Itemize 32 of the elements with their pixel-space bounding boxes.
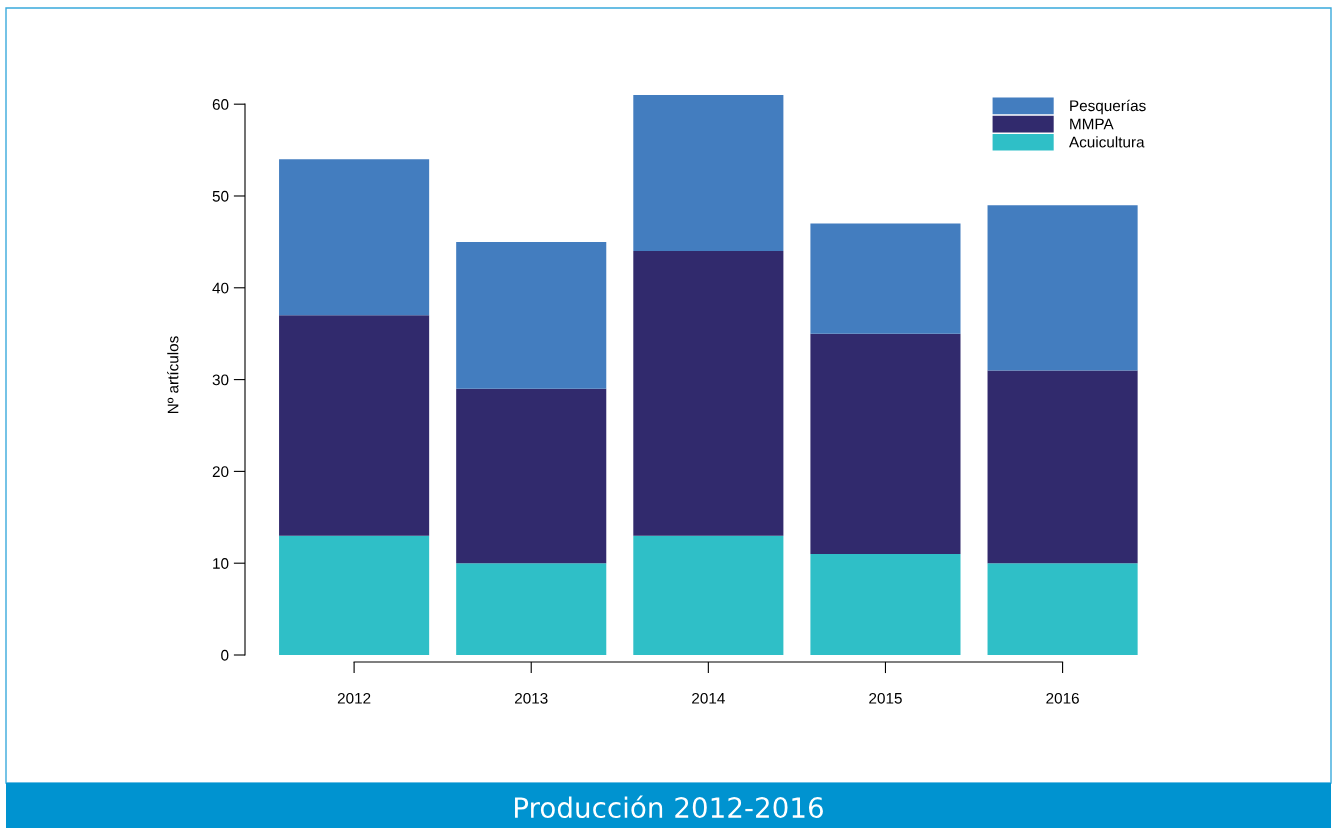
x-tick-label: 2015 xyxy=(869,692,902,704)
x-tick-label: 2014 xyxy=(692,692,725,704)
y-tick-label: 40 xyxy=(212,282,229,294)
y-tick-label: 60 xyxy=(212,99,229,110)
bar xyxy=(279,315,430,536)
bar xyxy=(456,563,607,655)
bar xyxy=(456,241,607,389)
bar xyxy=(279,535,430,655)
y-tick-label: 10 xyxy=(213,558,229,569)
legend-label: Acuicultura xyxy=(1069,136,1145,148)
y-tick-label: 30 xyxy=(212,374,229,386)
bar xyxy=(633,251,784,536)
bar xyxy=(810,554,961,655)
bar xyxy=(456,388,607,564)
y-tick-label: 0 xyxy=(221,649,229,661)
y-tick-label: 50 xyxy=(212,190,229,202)
bar xyxy=(987,205,1138,371)
x-tick-label: 2012 xyxy=(337,692,371,704)
bar xyxy=(633,95,784,252)
bar xyxy=(987,563,1138,655)
bar xyxy=(810,333,961,555)
legend-label: Pesquerías xyxy=(1070,99,1146,115)
bar xyxy=(279,159,430,316)
bar xyxy=(810,223,961,334)
y-axis-title: Nº artículos xyxy=(167,336,179,414)
x-tick-label: 2013 xyxy=(515,692,548,704)
y-tick-label: 20 xyxy=(212,466,229,478)
bar xyxy=(633,535,784,655)
text: Producción 2012-2016 xyxy=(515,795,823,819)
legend-label: MMPA xyxy=(1070,118,1114,130)
x-tick-label: 2016 xyxy=(1046,692,1079,704)
bar xyxy=(987,370,1138,564)
